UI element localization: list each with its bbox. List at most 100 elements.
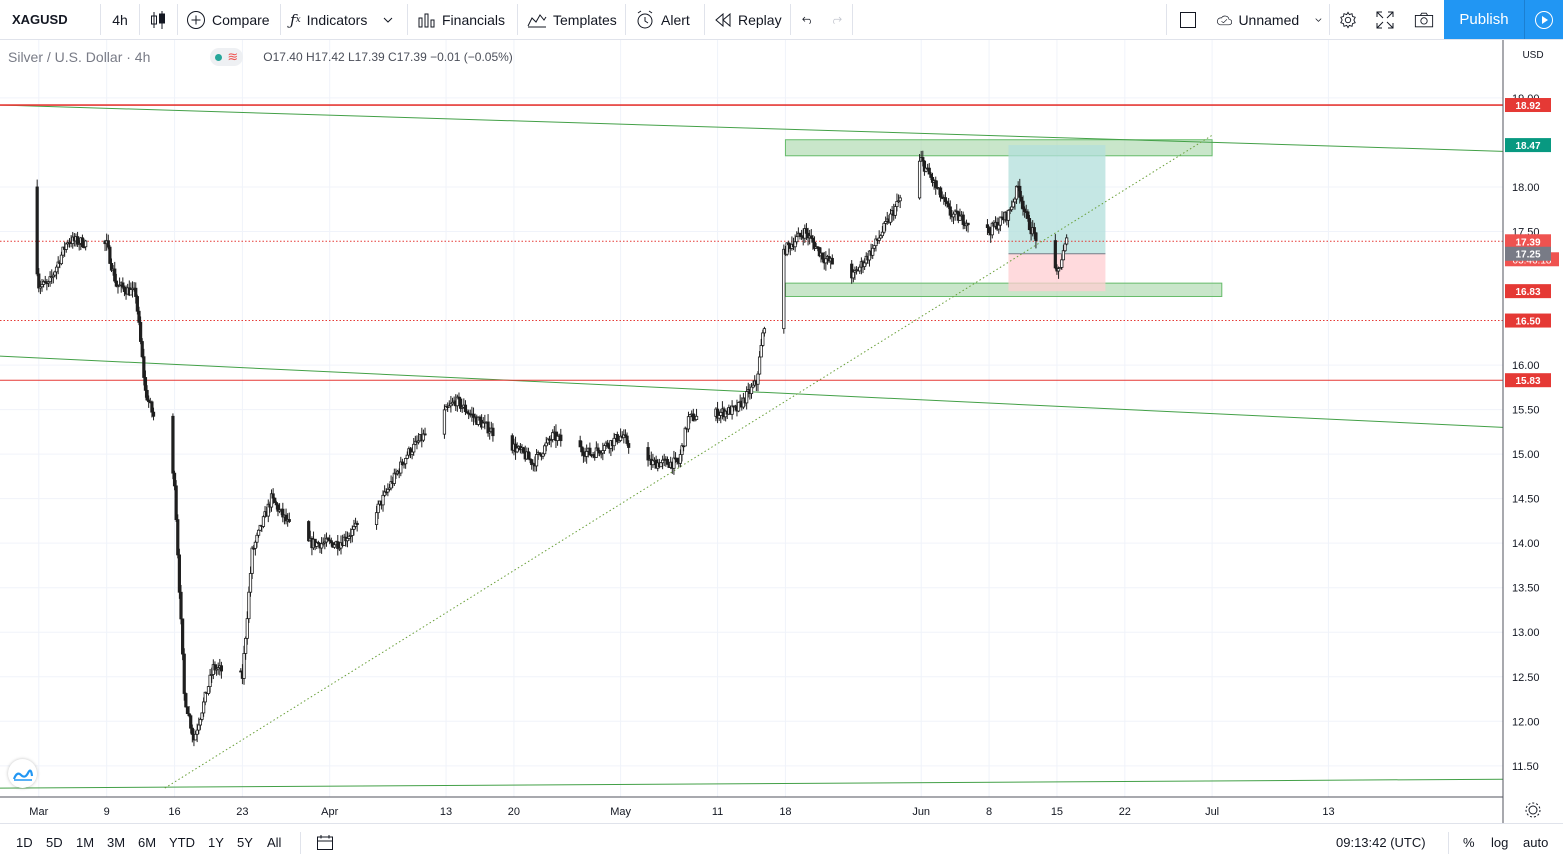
support-zone bbox=[784, 139, 1213, 157]
publish-menu-button[interactable] bbox=[1524, 0, 1563, 39]
candle-down bbox=[1053, 240, 1057, 269]
bar-countdown: 03:46:18 bbox=[1513, 255, 1552, 266]
candle-up bbox=[200, 712, 204, 720]
settings-button[interactable] bbox=[1331, 0, 1365, 39]
candle-up bbox=[998, 216, 1002, 226]
candle-down bbox=[182, 653, 186, 694]
candle-down bbox=[1018, 185, 1022, 198]
toolbar-divider bbox=[1166, 4, 1167, 35]
chart-style-button[interactable] bbox=[140, 0, 176, 39]
candle-up bbox=[612, 437, 616, 447]
range-button-ytd[interactable]: YTD bbox=[169, 835, 195, 850]
range-button-5d[interactable]: 5D bbox=[46, 835, 63, 850]
time-tick-label: 22 bbox=[1119, 806, 1131, 818]
percent-scale-toggle[interactable]: % bbox=[1463, 835, 1475, 850]
candle-up bbox=[250, 547, 254, 574]
redo-button[interactable] bbox=[822, 0, 850, 39]
range-button-1d[interactable]: 1D bbox=[16, 835, 33, 850]
candle-down bbox=[961, 214, 965, 225]
level-label-bg bbox=[1505, 373, 1551, 388]
candle-up bbox=[247, 591, 251, 620]
candle-up bbox=[248, 573, 253, 593]
candle-down bbox=[281, 508, 285, 518]
range-button-1m[interactable]: 1M bbox=[76, 835, 95, 850]
candle-up bbox=[602, 445, 607, 451]
compare-button[interactable]: Compare bbox=[178, 0, 278, 39]
tradingview-logo[interactable] bbox=[8, 759, 37, 788]
range-button-6m[interactable]: 6M bbox=[138, 835, 157, 850]
price-chart[interactable]: USD 11.50 12.00 12.50 13.00 13.50 14.00 14.50 15… bbox=[0, 40, 1563, 823]
candle-up bbox=[756, 373, 760, 385]
candle-down bbox=[491, 427, 495, 437]
candle-up bbox=[481, 422, 485, 428]
undo-button[interactable] bbox=[794, 0, 822, 39]
candle-down bbox=[139, 321, 143, 342]
financials-button[interactable]: Financials bbox=[410, 0, 516, 39]
chart-grid bbox=[0, 40, 1503, 797]
level-label: 16.50 bbox=[1515, 317, 1540, 328]
candle-down bbox=[135, 296, 139, 312]
templates-button[interactable]: Templates bbox=[519, 0, 625, 39]
goto-date-button[interactable] bbox=[316, 834, 334, 856]
replay-button[interactable]: Replay bbox=[706, 0, 790, 39]
candle-down bbox=[35, 186, 39, 275]
candle-up bbox=[749, 386, 754, 394]
range-button-3m[interactable]: 3M bbox=[107, 835, 126, 850]
time-tick-label: May bbox=[610, 806, 631, 818]
symbol-search[interactable]: XAGUSD bbox=[4, 0, 100, 39]
candle-up bbox=[762, 328, 767, 334]
snapshot-button[interactable] bbox=[1406, 0, 1442, 39]
candle-down bbox=[273, 497, 277, 503]
candle-down bbox=[423, 433, 427, 436]
trend-line bbox=[164, 134, 1213, 789]
candle-up bbox=[880, 231, 885, 237]
utc-clock[interactable]: 09:13:42 (UTC) bbox=[1336, 835, 1426, 850]
market-status-icon[interactable]: ≋ bbox=[210, 48, 244, 66]
candle-up bbox=[745, 391, 749, 404]
candle-down bbox=[581, 451, 586, 456]
range-button-all[interactable]: All bbox=[267, 835, 282, 850]
interval-button[interactable]: 4h bbox=[102, 0, 138, 39]
candle-down bbox=[538, 452, 542, 455]
candle-down bbox=[588, 447, 592, 456]
candle-up bbox=[1011, 201, 1015, 208]
target-label: 18.47 bbox=[1515, 141, 1540, 152]
candle-down bbox=[675, 457, 679, 463]
range-button-1y[interactable]: 1Y bbox=[208, 835, 224, 850]
trend-line bbox=[0, 778, 1504, 789]
alert-button[interactable]: Alert bbox=[627, 0, 703, 39]
candle-down bbox=[578, 440, 582, 448]
candle-down bbox=[134, 287, 138, 297]
expand-button[interactable] bbox=[1368, 0, 1402, 39]
candle-up bbox=[1063, 243, 1067, 252]
candle-down bbox=[176, 519, 180, 556]
price-tick-label: 15.50 bbox=[1512, 405, 1540, 417]
time-tick-label: 20 bbox=[508, 806, 520, 818]
range-button-5y[interactable]: 5Y bbox=[237, 835, 253, 850]
candle-down bbox=[526, 451, 531, 460]
price-tick-label: 12.50 bbox=[1512, 672, 1540, 684]
toolbar-divider bbox=[517, 4, 518, 35]
time-tick-label: Jun bbox=[912, 806, 930, 818]
fullscreen-toggle[interactable] bbox=[1170, 0, 1206, 39]
time-tick-label: 13 bbox=[440, 806, 452, 818]
log-scale-toggle[interactable]: log bbox=[1491, 835, 1509, 850]
candle-down bbox=[985, 224, 990, 228]
layout-menu[interactable]: Unnamed bbox=[1208, 0, 1330, 39]
candle-down bbox=[929, 173, 933, 178]
indicators-label: Indicators bbox=[306, 11, 368, 28]
auto-scale-toggle[interactable]: auto bbox=[1523, 835, 1549, 850]
axis-settings-icon[interactable] bbox=[1525, 802, 1541, 818]
candle-down bbox=[948, 206, 952, 216]
candle-down bbox=[580, 446, 584, 453]
candle-up bbox=[793, 241, 797, 248]
target-label-bg bbox=[1505, 138, 1551, 153]
candle-up bbox=[694, 415, 699, 420]
candle-up bbox=[871, 247, 875, 256]
publish-button[interactable]: Publish bbox=[1444, 0, 1524, 39]
currency-label: USD bbox=[1522, 50, 1543, 61]
candle-up bbox=[863, 262, 867, 268]
candle-down bbox=[37, 273, 41, 289]
candle-up bbox=[555, 435, 560, 441]
